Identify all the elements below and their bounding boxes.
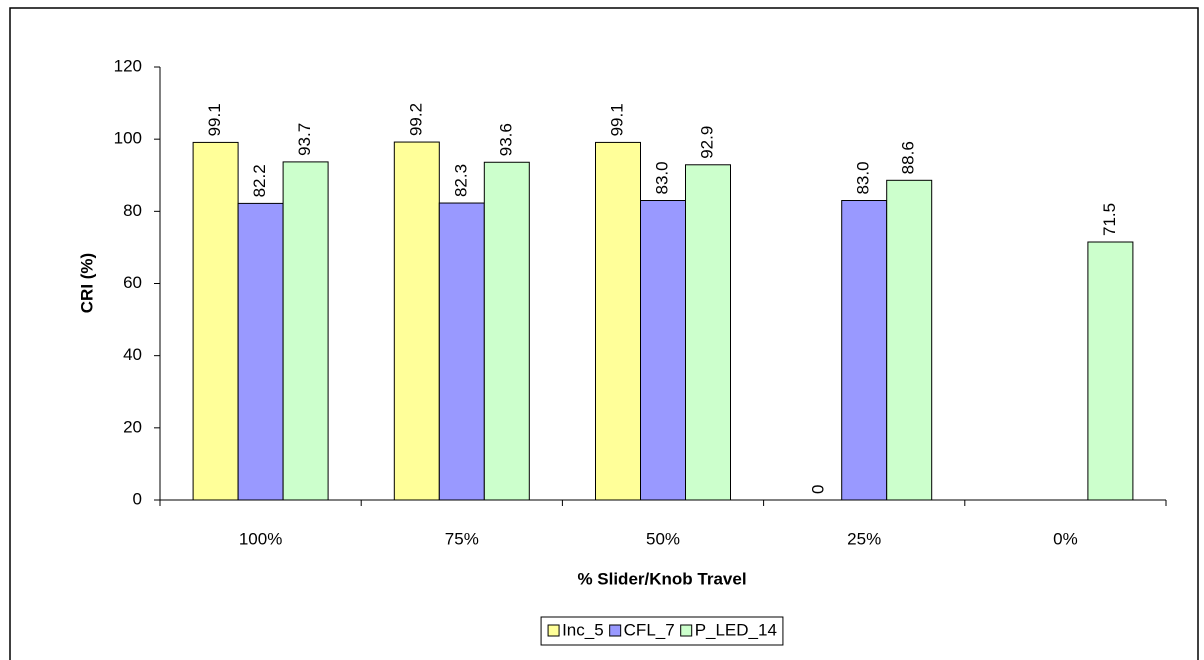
bar [685,164,731,501]
y-tick-label: 20 [123,417,142,436]
value-label: 99.1 [607,103,626,136]
bar [438,202,485,501]
value-label: 93.7 [295,123,314,156]
legend-label: CFL_7 [624,620,675,639]
x-tick-label: 0% [1053,529,1078,548]
y-tick-label: 60 [123,273,142,292]
bar [886,179,933,501]
legend-label: Inc_5 [562,620,604,639]
value-label: 93.6 [496,123,515,156]
value-label: 0 [809,485,828,494]
bar [640,200,686,501]
bar [483,161,530,501]
x-tick-label: 100% [239,529,282,548]
bar [393,141,440,501]
bar [595,141,641,501]
value-label: 83.0 [854,161,873,194]
y-tick-label: 100 [114,129,142,148]
value-label: 92.9 [697,126,716,159]
legend-label: P_LED_14 [695,620,777,639]
value-label: 88.6 [899,141,918,174]
x-tick-label: 50% [646,529,680,548]
x-tick-label: 75% [445,529,479,548]
legend-swatch [609,624,622,637]
y-tick-label: 120 [114,56,142,75]
value-label: 71.5 [1100,203,1119,236]
bar [841,200,888,501]
value-label: 83.0 [652,161,671,194]
y-axis-label: CRI (%) [77,253,96,313]
value-label: 82.2 [250,164,269,197]
legend-swatch [680,624,693,637]
y-tick-label: 80 [123,201,142,220]
value-label: 99.2 [406,103,425,136]
value-label: 99.1 [205,103,224,136]
bar [282,161,329,501]
bar [192,141,239,501]
x-tick-label: 25% [847,529,881,548]
value-label: 82.3 [451,164,470,197]
bar [237,202,284,501]
y-tick-label: 0 [133,489,142,508]
legend-box [540,616,784,646]
y-tick-label: 40 [123,345,142,364]
legend-swatch [547,624,560,637]
x-axis-label: % Slider/Knob Travel [577,569,746,588]
bar [1087,241,1134,501]
